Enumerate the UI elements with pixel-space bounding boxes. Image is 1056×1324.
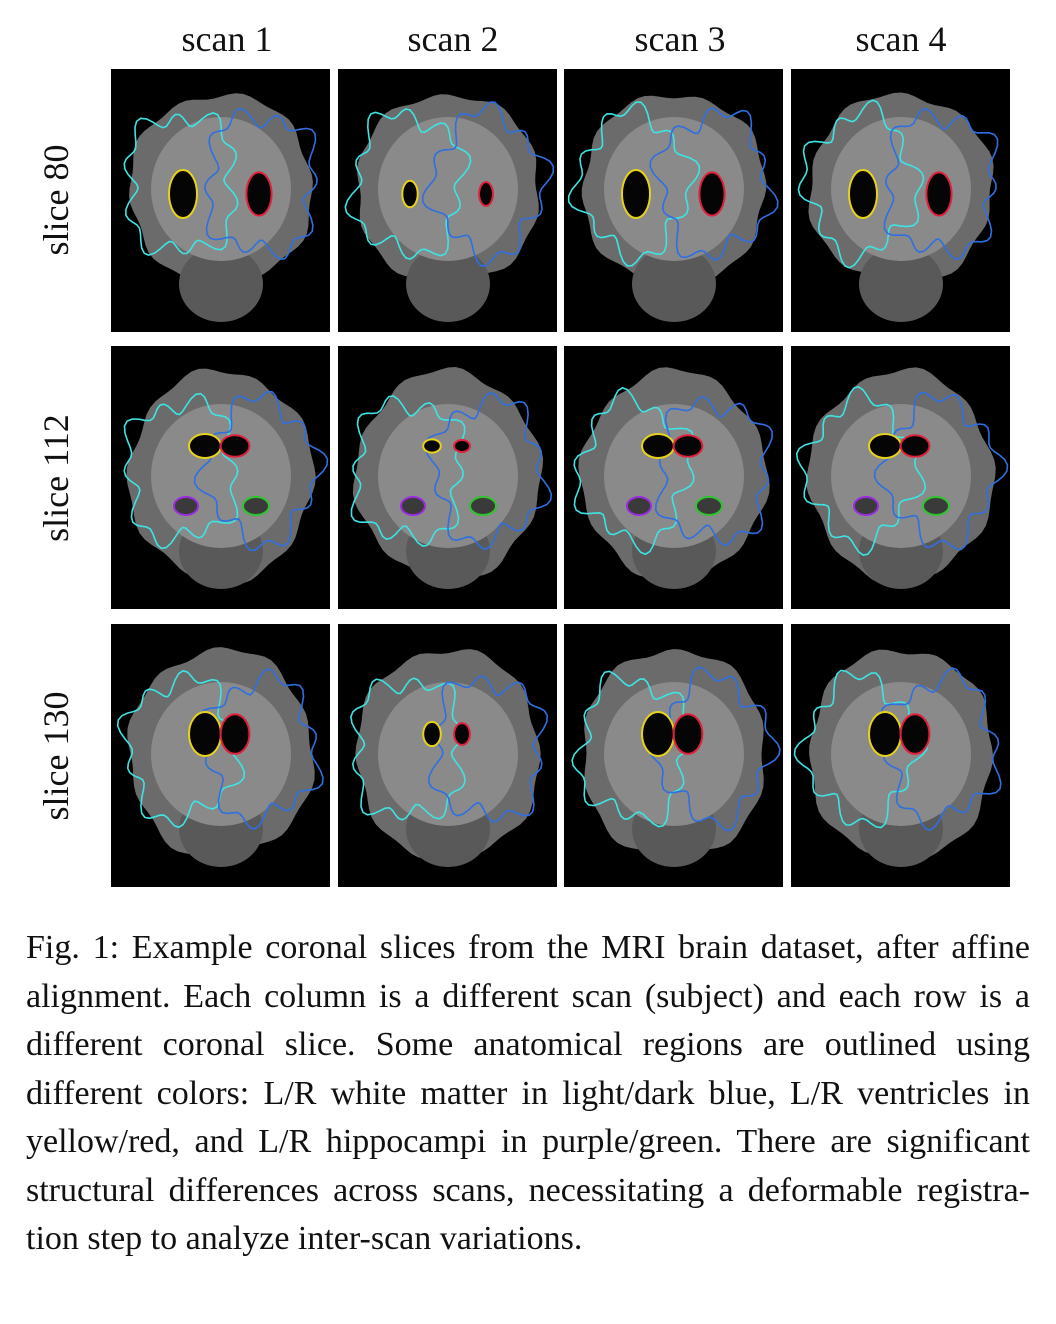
left-ventricle <box>641 433 675 459</box>
white-matter-fill <box>378 682 518 826</box>
white-matter-fill <box>604 117 744 261</box>
mri-panel-r3-c1 <box>111 624 330 887</box>
row-label-slice-80: slice 80 <box>36 144 76 256</box>
right-ventricle <box>899 713 931 755</box>
white-matter-fill <box>831 404 971 548</box>
white-matter-fill <box>151 117 291 261</box>
right-white-matter-outline <box>193 390 329 552</box>
right-ventricle <box>698 171 726 217</box>
left-white-matter-outline <box>797 99 925 269</box>
column-header-scan-2: scan 2 <box>407 19 499 59</box>
brainstem <box>859 246 943 322</box>
mri-panel-r1-c2 <box>338 69 557 332</box>
right-white-matter-outline <box>421 101 555 267</box>
left-ventricle <box>401 179 419 209</box>
left-ventricle <box>621 169 651 219</box>
mri-panel-r3-c4 <box>791 624 1010 887</box>
left-ventricle <box>422 720 442 748</box>
brainstem <box>406 246 490 322</box>
white-matter-fill <box>151 404 291 548</box>
right-ventricle <box>219 713 251 755</box>
right-ventricle <box>453 439 471 453</box>
right-hippocampus <box>469 496 497 516</box>
left-white-matter-outline <box>123 392 239 550</box>
mri-panel-r2-c4 <box>791 346 1010 609</box>
white-matter-fill <box>378 117 518 261</box>
left-ventricle <box>868 711 902 757</box>
left-ventricle <box>868 433 902 459</box>
mri-panel-r2-c1 <box>111 346 330 609</box>
brainstem <box>179 246 263 322</box>
left-white-matter-outline <box>567 101 701 267</box>
right-hippocampus <box>242 496 270 516</box>
right-ventricle <box>925 171 953 217</box>
right-white-matter-outline <box>204 107 318 261</box>
right-hippocampus <box>695 496 723 516</box>
right-ventricle <box>478 181 494 207</box>
left-hippocampus <box>173 496 199 516</box>
left-white-matter-outline <box>793 669 929 829</box>
left-hippocampus <box>400 496 426 516</box>
left-hippocampus <box>853 496 879 516</box>
left-ventricle <box>422 438 442 454</box>
left-white-matter-outline <box>123 112 239 256</box>
left-white-matter-outline <box>350 395 466 547</box>
white-matter-fill <box>831 682 971 826</box>
mri-panel-r2-c3 <box>564 346 783 609</box>
white-matter-fill <box>151 682 291 826</box>
mri-panel-r3-c2 <box>338 624 557 887</box>
left-white-matter-outline <box>571 670 697 828</box>
row-label-slice-130: slice 130 <box>36 691 76 821</box>
right-white-matter-outline <box>423 391 553 551</box>
mri-panel-r1-c1 <box>111 69 330 332</box>
right-ventricle <box>672 713 704 755</box>
left-white-matter-outline <box>350 677 466 821</box>
mri-panel-r2-c2 <box>338 346 557 609</box>
row-label-slice-112: slice 112 <box>36 414 76 542</box>
right-white-matter-outline <box>427 675 549 823</box>
right-ventricle <box>672 434 704 458</box>
left-ventricle <box>848 169 878 219</box>
left-ventricle <box>188 711 222 757</box>
left-white-matter-outline <box>116 669 246 829</box>
figure-caption: Fig. 1: Example coronal slices from the … <box>26 929 1030 1257</box>
left-ventricle <box>168 169 198 219</box>
column-header-scan-1: scan 1 <box>181 19 273 59</box>
left-white-matter-outline <box>344 108 472 260</box>
right-hippocampus <box>922 496 950 516</box>
white-matter-fill <box>831 117 971 261</box>
white-matter-fill <box>604 682 744 826</box>
column-header-scan-4: scan 4 <box>855 19 947 59</box>
left-white-matter-outline <box>573 386 695 556</box>
mri-panel-r3-c3 <box>564 624 783 887</box>
mri-panel-r1-c4 <box>791 69 1010 332</box>
left-ventricle <box>188 433 222 459</box>
column-header-scan-3: scan 3 <box>634 19 726 59</box>
right-ventricle <box>219 434 251 458</box>
left-ventricle <box>641 711 675 757</box>
brainstem <box>632 246 716 322</box>
mri-panel-r1-c3 <box>564 69 783 332</box>
right-white-matter-outline <box>883 108 999 260</box>
right-white-matter-outline <box>873 391 1009 551</box>
right-ventricle <box>245 171 273 217</box>
left-hippocampus <box>626 496 652 516</box>
right-ventricle <box>899 434 931 458</box>
right-ventricle <box>453 722 471 746</box>
right-white-matter-outline <box>654 395 774 547</box>
right-white-matter-outline <box>649 107 779 261</box>
left-white-matter-outline <box>795 385 927 557</box>
